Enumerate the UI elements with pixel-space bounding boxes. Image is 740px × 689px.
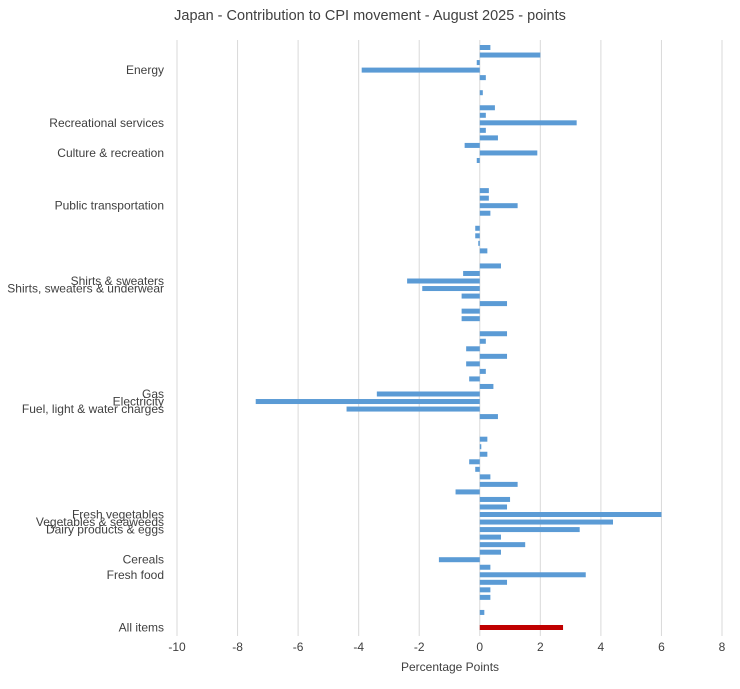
x-tick-label: -10 xyxy=(168,640,186,654)
bar xyxy=(479,527,580,533)
bar xyxy=(422,286,480,292)
bar xyxy=(479,368,486,374)
bar xyxy=(461,293,480,299)
bar xyxy=(478,240,480,246)
bar xyxy=(479,564,491,570)
category-label: Public transportation xyxy=(55,199,164,213)
category-label: Recreational services xyxy=(49,116,164,130)
bar xyxy=(479,436,488,442)
bar xyxy=(476,60,480,66)
bar xyxy=(475,225,480,231)
bar xyxy=(479,534,501,540)
bar xyxy=(455,489,480,495)
bar xyxy=(479,120,577,126)
bar xyxy=(479,301,508,307)
bar xyxy=(479,135,498,141)
bar xyxy=(476,157,480,163)
bar xyxy=(479,90,483,96)
category-label: Fresh vegetables xyxy=(72,508,164,522)
bar xyxy=(479,414,498,420)
x-tick-label: 0 xyxy=(476,640,483,654)
category-label: Fuel, light & water charges xyxy=(22,402,164,416)
category-label: Electricity xyxy=(113,395,164,409)
category-label: Energy xyxy=(126,63,164,77)
bar xyxy=(479,542,526,548)
bar xyxy=(479,127,486,133)
bar xyxy=(479,594,491,600)
bar xyxy=(479,210,491,216)
bar xyxy=(479,331,508,337)
bar xyxy=(466,346,480,352)
category-label: Fresh food xyxy=(107,568,164,582)
x-tick-label: -4 xyxy=(353,640,364,654)
x-tick-label: -6 xyxy=(293,640,304,654)
bar xyxy=(361,67,480,73)
bar xyxy=(479,105,495,111)
bar xyxy=(479,195,489,201)
bar xyxy=(479,444,482,450)
x-tick-label: 6 xyxy=(658,640,665,654)
gridlines xyxy=(176,40,723,636)
bar xyxy=(479,587,491,593)
bar xyxy=(475,466,480,472)
category-label: Shirts, sweaters & underwear xyxy=(7,282,164,296)
bar xyxy=(438,557,480,563)
bar xyxy=(479,512,662,518)
bar xyxy=(479,248,488,254)
bar xyxy=(469,376,480,382)
bar xyxy=(479,383,494,389)
bars xyxy=(255,45,662,630)
bar xyxy=(479,609,485,615)
bar-highlight xyxy=(479,625,564,630)
category-label: Gas xyxy=(142,387,164,401)
bar xyxy=(479,481,518,487)
bar xyxy=(479,579,508,585)
category-labels: Energy Recreational services Culture & rec… xyxy=(7,63,164,634)
x-tick-label: -8 xyxy=(232,640,243,654)
bar xyxy=(463,270,480,276)
bar xyxy=(475,233,480,239)
bar xyxy=(479,263,501,269)
bar xyxy=(479,496,511,502)
bar xyxy=(479,519,613,525)
category-label: Dairy products & eggs xyxy=(46,523,164,537)
bar xyxy=(407,278,480,284)
category-label: Vegetables & seaweeds xyxy=(36,515,164,529)
bar xyxy=(479,504,508,510)
x-axis-title: Percentage Points xyxy=(401,660,499,674)
bar xyxy=(466,361,480,367)
category-label: Cereals xyxy=(123,553,164,567)
bar xyxy=(479,549,501,555)
bar xyxy=(479,112,486,118)
bar xyxy=(376,391,480,397)
bar xyxy=(479,52,541,58)
bar xyxy=(255,399,480,405)
bar xyxy=(461,316,480,322)
bar xyxy=(479,353,508,359)
chart-title: Japan - Contribution to CPI movement - A… xyxy=(174,8,566,24)
x-tick-label: 8 xyxy=(719,640,726,654)
bar xyxy=(346,406,480,412)
x-tick-label: -2 xyxy=(414,640,425,654)
bar xyxy=(479,45,491,50)
bar xyxy=(479,150,538,156)
bar xyxy=(479,75,486,81)
category-label: Shirts & sweaters xyxy=(71,274,164,288)
category-label: All items xyxy=(119,621,164,635)
bar xyxy=(479,572,586,578)
category-label: Culture & recreation xyxy=(57,146,164,160)
x-tick-label: 2 xyxy=(537,640,544,654)
bar xyxy=(479,203,518,209)
bar xyxy=(464,142,480,148)
bar xyxy=(479,474,491,480)
bar xyxy=(461,308,480,314)
bar xyxy=(479,188,489,194)
bar xyxy=(469,459,480,465)
x-tick-label: 4 xyxy=(598,640,605,654)
x-tick-labels: -10 -8 -6 -4 -2 0 2 4 6 8 xyxy=(168,640,725,654)
bar xyxy=(479,451,488,457)
bar xyxy=(479,338,486,344)
